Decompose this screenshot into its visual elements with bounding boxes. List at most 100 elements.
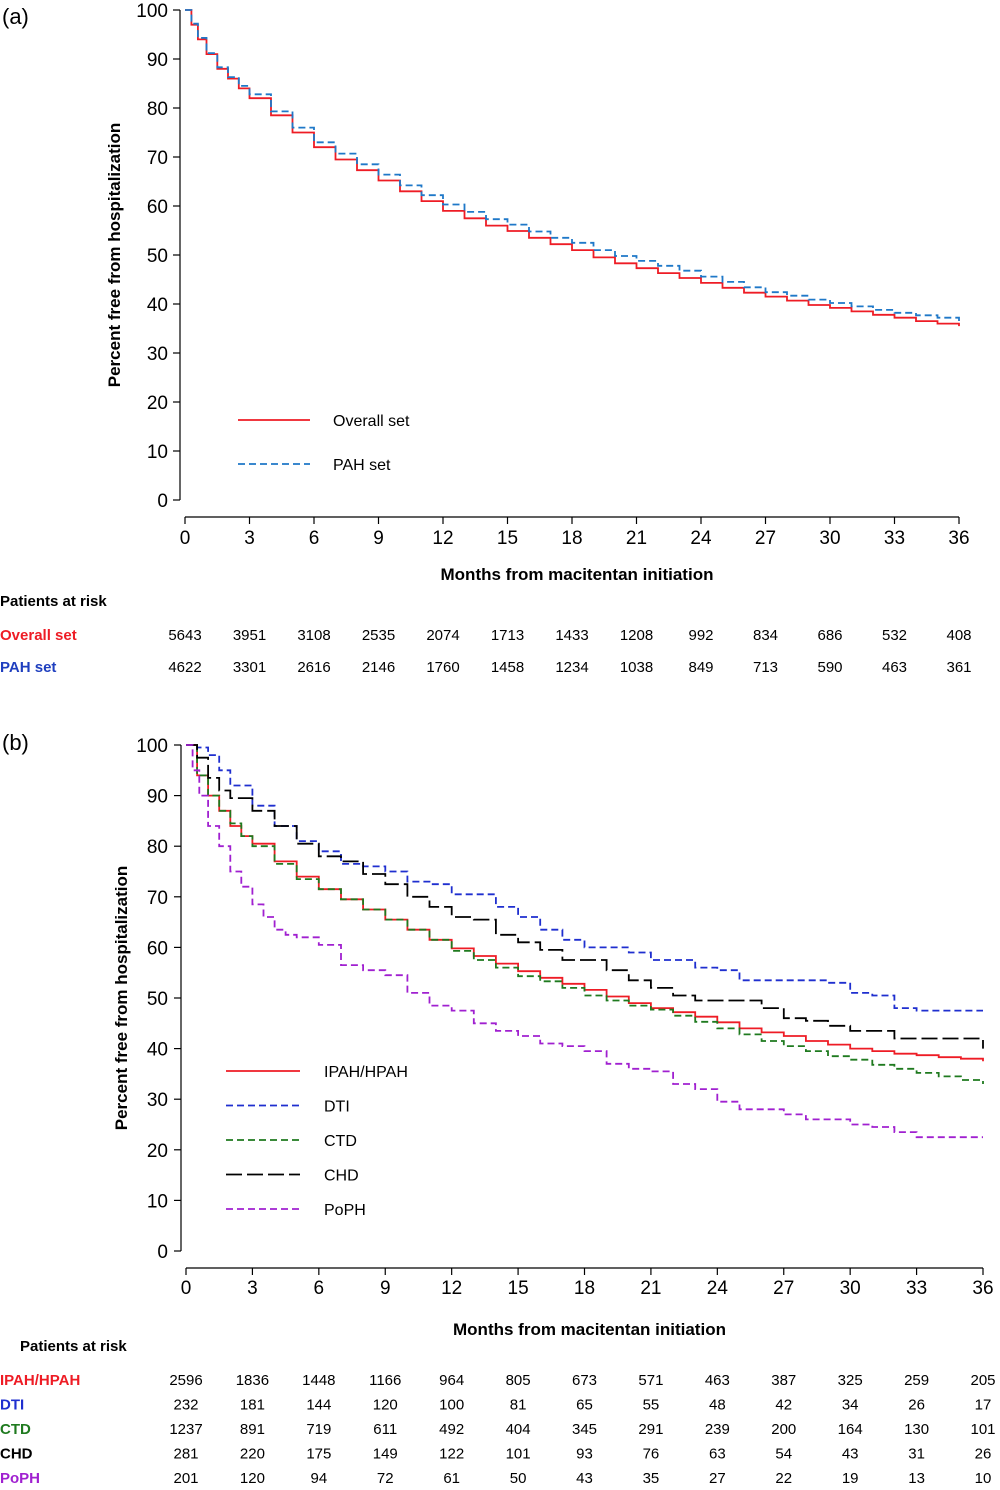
risk-cell: 72 <box>377 1470 394 1487</box>
risk-row-label-poph: PoPH <box>0 1470 40 1487</box>
x-tick-label: 27 <box>773 1278 794 1299</box>
legend-label-pah-set: PAH set <box>333 457 391 474</box>
risk-cell: 55 <box>643 1397 660 1414</box>
x-axis-title: Months from macitentan initiation <box>453 1320 726 1339</box>
risk-cell: 2074 <box>426 627 459 644</box>
y-tick-label: 60 <box>147 197 168 218</box>
risk-cell: 35 <box>643 1470 660 1487</box>
x-tick-label: 9 <box>380 1278 391 1299</box>
risk-cell: 325 <box>838 1372 863 1389</box>
y-tick-label: 70 <box>147 148 168 169</box>
risk-cell: 805 <box>506 1372 531 1389</box>
risk-cell: 181 <box>240 1397 265 1414</box>
x-tick-label: 27 <box>755 528 776 549</box>
risk-row-label-chd: CHD <box>0 1446 33 1463</box>
x-tick-label: 9 <box>373 528 384 549</box>
y-tick-label: 30 <box>147 1090 168 1111</box>
risk-cell: 61 <box>443 1470 460 1487</box>
risk-cell: 63 <box>709 1446 726 1463</box>
x-tick-label: 0 <box>181 1278 192 1299</box>
series-line-pah-set <box>185 9 960 322</box>
risk-cell: 31 <box>908 1446 925 1463</box>
risk-cell: 891 <box>240 1421 265 1438</box>
y-tick-label: 50 <box>147 246 168 267</box>
x-tick-label: 36 <box>948 528 969 549</box>
risk-table-header: Patients at risk <box>0 593 107 610</box>
risk-cell: 239 <box>705 1421 730 1438</box>
risk-row-label-dti: DTI <box>0 1397 24 1414</box>
risk-cell: 17 <box>975 1397 992 1414</box>
risk-cell: 3951 <box>233 627 266 644</box>
risk-cell: 130 <box>904 1421 929 1438</box>
x-tick-label: 21 <box>640 1278 661 1299</box>
legend-label-dti: DTI <box>324 1099 350 1116</box>
x-tick-label: 21 <box>626 528 647 549</box>
risk-cell: 719 <box>306 1421 331 1438</box>
legend-label-ctd: CTD <box>324 1133 357 1150</box>
risk-cell: 22 <box>775 1470 792 1487</box>
x-axis-title: Months from macitentan initiation <box>441 565 714 584</box>
x-tick-label: 30 <box>819 528 840 549</box>
risk-cell: 1713 <box>491 627 524 644</box>
risk-cell: 834 <box>753 627 778 644</box>
y-tick-label: 30 <box>147 344 168 365</box>
risk-cell: 34 <box>842 1397 859 1414</box>
y-tick-label: 40 <box>147 1040 168 1061</box>
risk-cell: 686 <box>817 627 842 644</box>
x-tick-label: 18 <box>574 1278 595 1299</box>
risk-cell: 1166 <box>369 1372 401 1389</box>
risk-cell: 964 <box>439 1372 464 1389</box>
risk-cell: 1760 <box>426 659 459 676</box>
x-tick-label: 24 <box>707 1278 729 1299</box>
risk-cell: 571 <box>638 1372 663 1389</box>
risk-cell: 13 <box>908 1470 925 1487</box>
legend-label-chd: CHD <box>324 1168 359 1185</box>
risk-cell: 1836 <box>236 1372 269 1389</box>
y-tick-label: 20 <box>147 1141 168 1162</box>
risk-cell: 122 <box>439 1446 464 1463</box>
y-tick-label: 60 <box>147 938 168 959</box>
x-tick-label: 3 <box>244 528 255 549</box>
risk-cell: 2146 <box>362 659 395 676</box>
risk-cell: 2596 <box>169 1372 202 1389</box>
risk-cell: 175 <box>306 1446 331 1463</box>
x-tick-label: 12 <box>432 528 453 549</box>
risk-cell: 201 <box>173 1470 198 1487</box>
series-line-overall-set <box>185 9 960 327</box>
risk-cell: 3301 <box>233 659 266 676</box>
risk-cell: 42 <box>775 1397 792 1414</box>
risk-row-label-pah-set: PAH set <box>0 659 56 676</box>
risk-cell: 1208 <box>620 627 653 644</box>
risk-cell: 205 <box>970 1372 995 1389</box>
risk-cell: 361 <box>946 659 971 676</box>
y-tick-label: 70 <box>147 888 168 909</box>
risk-cell: 54 <box>775 1446 792 1463</box>
x-tick-label: 36 <box>972 1278 993 1299</box>
series-line-ipah-hpah <box>186 744 984 1062</box>
risk-cell: 144 <box>306 1397 331 1414</box>
risk-cell: 259 <box>904 1372 929 1389</box>
x-tick-label: 3 <box>247 1278 258 1299</box>
x-tick-label: 6 <box>309 528 320 549</box>
risk-cell: 611 <box>373 1421 397 1438</box>
risk-cell: 5643 <box>168 627 201 644</box>
risk-table-header: Patients at risk <box>20 1338 127 1355</box>
y-tick-label: 90 <box>147 50 168 71</box>
series-line-dti <box>186 744 983 1012</box>
risk-cell: 2616 <box>297 659 330 676</box>
risk-cell: 76 <box>643 1446 660 1463</box>
y-tick-label: 0 <box>157 1242 168 1263</box>
risk-cell: 673 <box>572 1372 597 1389</box>
risk-cell: 404 <box>506 1421 531 1438</box>
risk-cell: 387 <box>771 1372 796 1389</box>
risk-cell: 27 <box>709 1470 726 1487</box>
risk-cell: 120 <box>373 1397 398 1414</box>
risk-cell: 43 <box>842 1446 859 1463</box>
series-line-poph <box>186 744 983 1139</box>
risk-cell: 93 <box>576 1446 593 1463</box>
x-tick-label: 30 <box>840 1278 861 1299</box>
risk-cell: 101 <box>506 1446 531 1463</box>
series-line-chd <box>186 744 984 1049</box>
risk-cell: 1448 <box>302 1372 335 1389</box>
